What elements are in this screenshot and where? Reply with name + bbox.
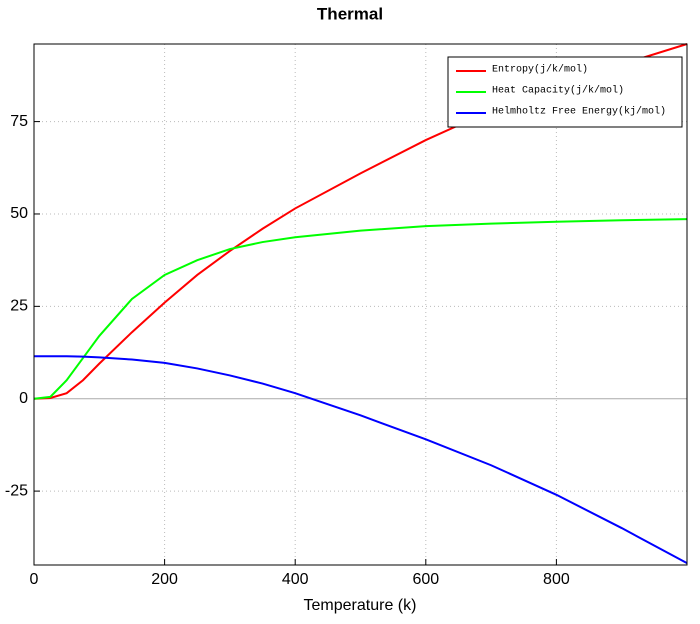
x-tick-label: 600 [412, 571, 439, 588]
y-tick-label: 75 [10, 113, 28, 130]
legend-label: Helmholtz Free Energy(kj/mol) [492, 106, 666, 118]
x-tick-label: 0 [30, 571, 39, 588]
y-tick-label: -25 [5, 482, 28, 499]
x-tick-label: 800 [543, 571, 570, 588]
line-series [34, 355, 688, 565]
x-tick-label: 200 [151, 571, 178, 588]
y-tick-label: 25 [10, 298, 28, 315]
legend-label: Entropy(j/k/mol) [492, 64, 588, 76]
y-tick-label: 0 [19, 390, 28, 407]
line-series [33, 218, 688, 400]
x-tick-label: 400 [282, 571, 309, 588]
y-tick-label: 50 [10, 205, 28, 222]
x-axis-label: Temperature (k) [304, 597, 417, 614]
legend: Entropy(j/k/mol) Heat Capacity(j/k/mol) He… [447, 56, 683, 128]
legend-label: Heat Capacity(j/k/mol) [492, 85, 624, 97]
plot-frame [33, 43, 688, 566]
legend-box [447, 56, 683, 128]
chart-title: Thermal [317, 4, 383, 23]
